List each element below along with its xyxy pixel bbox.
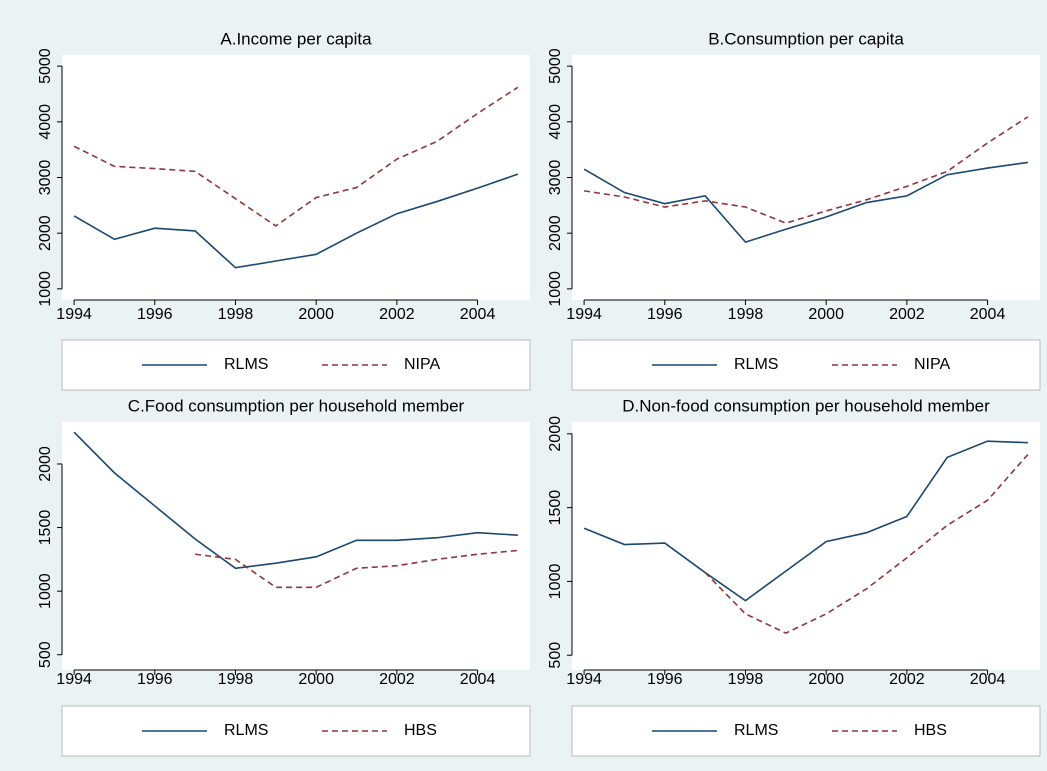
- y-tick-label: 1500: [547, 490, 564, 526]
- legend-box: [61, 705, 531, 757]
- x-tick-label: 1996: [137, 306, 173, 323]
- legend-label: HBS: [914, 722, 947, 739]
- x-tick-label: 1994: [56, 671, 92, 688]
- legend-label: RLMS: [224, 722, 268, 739]
- x-tick-label: 2004: [970, 306, 1006, 323]
- x-tick-label: 1998: [728, 671, 764, 688]
- y-tick-label: 1000: [547, 564, 564, 600]
- x-tick-label: 1998: [728, 306, 764, 323]
- x-tick-label: 2000: [808, 671, 844, 688]
- legend-box: [571, 705, 1041, 757]
- plot-area: [62, 55, 530, 300]
- x-tick-label: 1998: [218, 671, 254, 688]
- legend-box: [61, 339, 531, 391]
- data-line: [583, 161, 1029, 244]
- legend-label: RLMS: [734, 356, 778, 373]
- y-tick-label: 1000: [547, 271, 564, 307]
- y-tick-label: 5000: [547, 48, 564, 84]
- x-tick-label: 2004: [460, 671, 496, 688]
- y-tick-label: 4000: [547, 104, 564, 140]
- data-line: [583, 116, 1029, 225]
- data-line: [73, 431, 518, 570]
- y-tick-label: 3000: [547, 160, 564, 196]
- legend-label: NIPA: [914, 356, 950, 373]
- y-tick-label: 3000: [37, 160, 54, 196]
- y-tick-label: 1000: [37, 573, 54, 609]
- data-line: [583, 440, 1028, 602]
- data-line: [73, 86, 519, 227]
- x-tick-label: 1994: [566, 306, 602, 323]
- y-tick-label: 2000: [547, 416, 564, 452]
- data-line: [704, 453, 1029, 634]
- legend-label: NIPA: [404, 356, 440, 373]
- y-tick-label: 1000: [37, 271, 54, 307]
- plot-area: [62, 422, 530, 670]
- x-tick-label: 2004: [970, 671, 1006, 688]
- x-tick-label: 2002: [379, 306, 415, 323]
- legend-label: HBS: [404, 722, 437, 739]
- y-tick-label: 500: [547, 642, 564, 669]
- plot-area: [572, 55, 1040, 300]
- legend-box: [571, 339, 1041, 391]
- x-tick-label: 2004: [460, 306, 496, 323]
- x-tick-label: 1994: [566, 671, 602, 688]
- chart-title: A.Income per capita: [220, 29, 372, 48]
- x-tick-label: 2000: [298, 306, 334, 323]
- chart-title: C.Food consumption per household member: [128, 396, 465, 415]
- data-line: [73, 173, 519, 269]
- y-tick-label: 4000: [37, 104, 54, 140]
- chart-title: B.Consumption per capita: [708, 29, 904, 48]
- legend-label: RLMS: [734, 722, 778, 739]
- y-tick-label: 2000: [37, 215, 54, 251]
- x-tick-label: 1994: [56, 306, 92, 323]
- x-tick-label: 2000: [298, 671, 334, 688]
- y-tick-label: 2000: [547, 215, 564, 251]
- x-tick-label: 1996: [137, 671, 173, 688]
- x-tick-label: 1996: [647, 306, 683, 323]
- data-line: [195, 549, 518, 589]
- plot-area: [572, 422, 1040, 670]
- x-tick-label: 2002: [379, 671, 415, 688]
- y-tick-label: 5000: [37, 48, 54, 84]
- legend-label: RLMS: [224, 356, 268, 373]
- y-tick-label: 500: [37, 641, 54, 668]
- x-tick-label: 2002: [889, 671, 925, 688]
- x-tick-label: 1996: [647, 671, 683, 688]
- y-tick-label: 2000: [37, 446, 54, 482]
- x-tick-label: 1998: [218, 306, 254, 323]
- x-tick-label: 2002: [889, 306, 925, 323]
- y-tick-label: 1500: [37, 510, 54, 546]
- chart-title: D.Non-food consumption per household mem…: [622, 396, 990, 415]
- x-tick-label: 2000: [808, 306, 844, 323]
